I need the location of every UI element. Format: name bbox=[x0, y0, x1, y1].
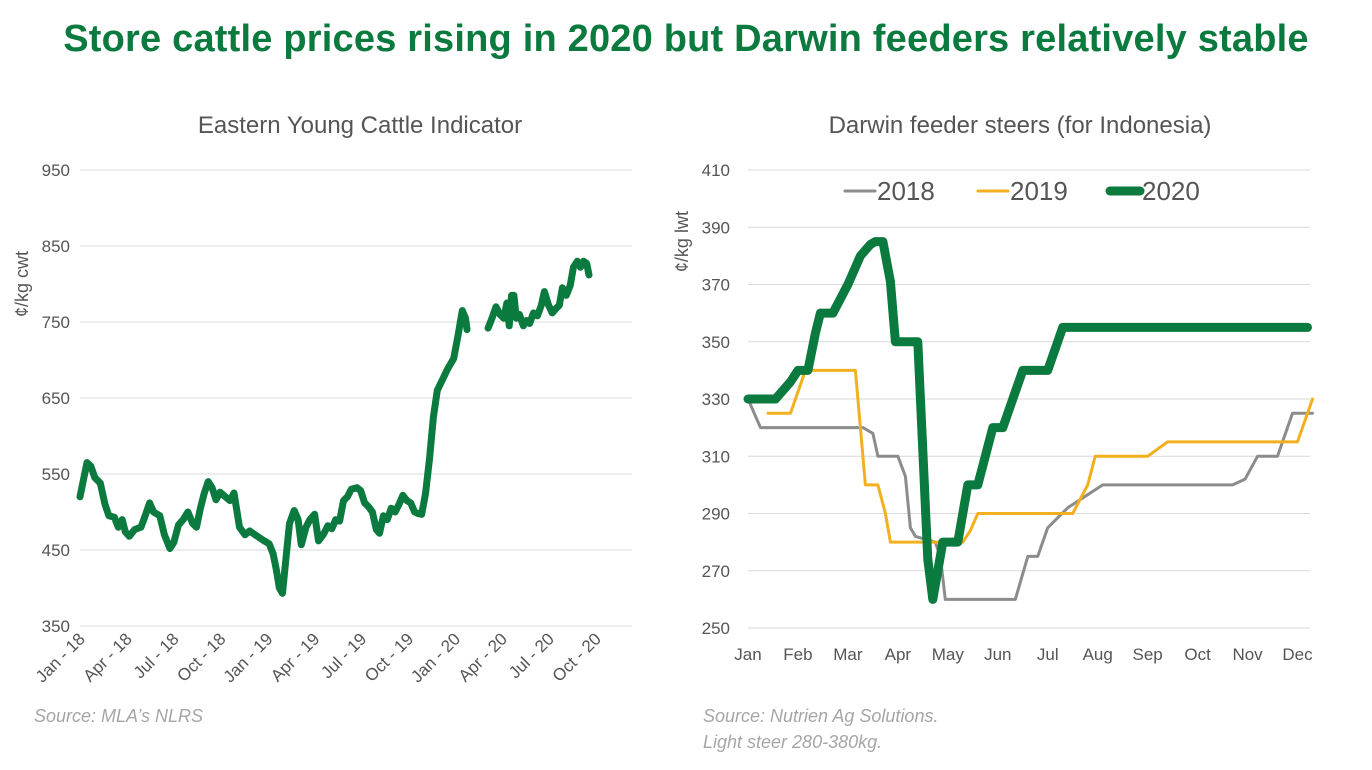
darwin-x-tick-label: Jan bbox=[734, 645, 761, 664]
page-title: Store cattle prices rising in 2020 but D… bbox=[63, 18, 1309, 60]
right-source-note: Light steer 280-380kg. bbox=[703, 732, 883, 752]
eyci-x-tick-label: Oct - 18 bbox=[173, 629, 229, 685]
eyci-y-tick-label: 950 bbox=[42, 161, 70, 180]
darwin-x-tick-label: Apr bbox=[885, 645, 912, 664]
legend-label-2020: 2020 bbox=[1142, 176, 1200, 206]
darwin-y-tick-label: 310 bbox=[702, 447, 730, 466]
eyci-series-line bbox=[76, 307, 471, 597]
darwin-x-tick-label: Jun bbox=[984, 645, 1011, 664]
eyci-y-tick-label: 350 bbox=[42, 617, 70, 636]
left-chart-source: Source: MLA’s NLRS bbox=[34, 703, 203, 729]
darwin-x-tick-label: Oct bbox=[1184, 645, 1211, 664]
darwin-y-axis-label: ¢/kg lwt bbox=[672, 211, 692, 272]
right-chart-source: Source: Nutrien Ag Solutions. Light stee… bbox=[703, 703, 938, 755]
darwin-y-tick-label: 410 bbox=[702, 161, 730, 180]
eyci-y-tick-label: 450 bbox=[42, 541, 70, 560]
darwin-series-2018-line bbox=[746, 397, 1314, 601]
darwin-series-2019-line bbox=[766, 368, 1314, 544]
darwin-x-tick-label: Dec bbox=[1282, 645, 1313, 664]
eyci-y-axis-label: ¢/kg cwt bbox=[12, 251, 32, 317]
eyci-x-tick-label: Apr - 19 bbox=[267, 629, 323, 685]
eyci-x-tick-label: Oct - 19 bbox=[361, 629, 417, 685]
darwin-y-tick-label: 370 bbox=[702, 276, 730, 295]
right-source-text: Source: Nutrien Ag Solutions. bbox=[703, 706, 939, 726]
darwin-x-tick-label: Jul bbox=[1037, 645, 1059, 664]
darwin-x-tick-label: Feb bbox=[783, 645, 812, 664]
legend-label-2018: 2018 bbox=[877, 176, 935, 206]
darwin-x-tick-label: Aug bbox=[1083, 645, 1113, 664]
eyci-x-tick-label: Jan - 19 bbox=[220, 629, 277, 686]
eyci-y-tick-label: 650 bbox=[42, 389, 70, 408]
darwin-x-tick-label: Mar bbox=[833, 645, 863, 664]
eyci-x-tick-label: Apr - 18 bbox=[80, 629, 136, 685]
darwin-y-tick-label: 270 bbox=[702, 562, 730, 581]
legend-label-2019: 2019 bbox=[1010, 176, 1068, 206]
eyci-x-tick-label: Jan - 18 bbox=[32, 629, 89, 686]
eyci-y-tick-label: 550 bbox=[42, 465, 70, 484]
darwin-y-tick-label: 350 bbox=[702, 333, 730, 352]
darwin-y-tick-label: 330 bbox=[702, 390, 730, 409]
eyci-series-line bbox=[484, 257, 593, 332]
darwin-y-tick-label: 250 bbox=[702, 619, 730, 638]
left-chart-title: Eastern Young Cattle Indicator bbox=[197, 112, 523, 139]
darwin-x-tick-label: Nov bbox=[1232, 645, 1263, 664]
eyci-y-tick-label: 750 bbox=[42, 313, 70, 332]
darwin-y-tick-label: 290 bbox=[702, 505, 730, 524]
darwin-feeder-chart: 250 270 290 310 330 350 370 390 410 Jan Feb Mar Apr M… bbox=[672, 161, 1314, 664]
darwin-y-tick-label: 390 bbox=[702, 218, 730, 237]
left-source-text: Source: MLA’s NLRS bbox=[34, 706, 204, 726]
darwin-x-tick-label: Sep bbox=[1133, 645, 1163, 664]
eyci-x-tick-label: Jan - 20 bbox=[407, 629, 464, 686]
eyci-y-tick-label: 850 bbox=[42, 237, 70, 256]
eyci-x-tick-label: Apr - 20 bbox=[455, 629, 511, 685]
right-chart-title: Darwin feeder steers (for Indonesia) bbox=[828, 112, 1212, 139]
eyci-x-tick-label: Oct - 20 bbox=[549, 629, 605, 685]
darwin-x-tick-label: May bbox=[932, 645, 965, 664]
darwin-series-2020-line bbox=[743, 237, 1312, 604]
